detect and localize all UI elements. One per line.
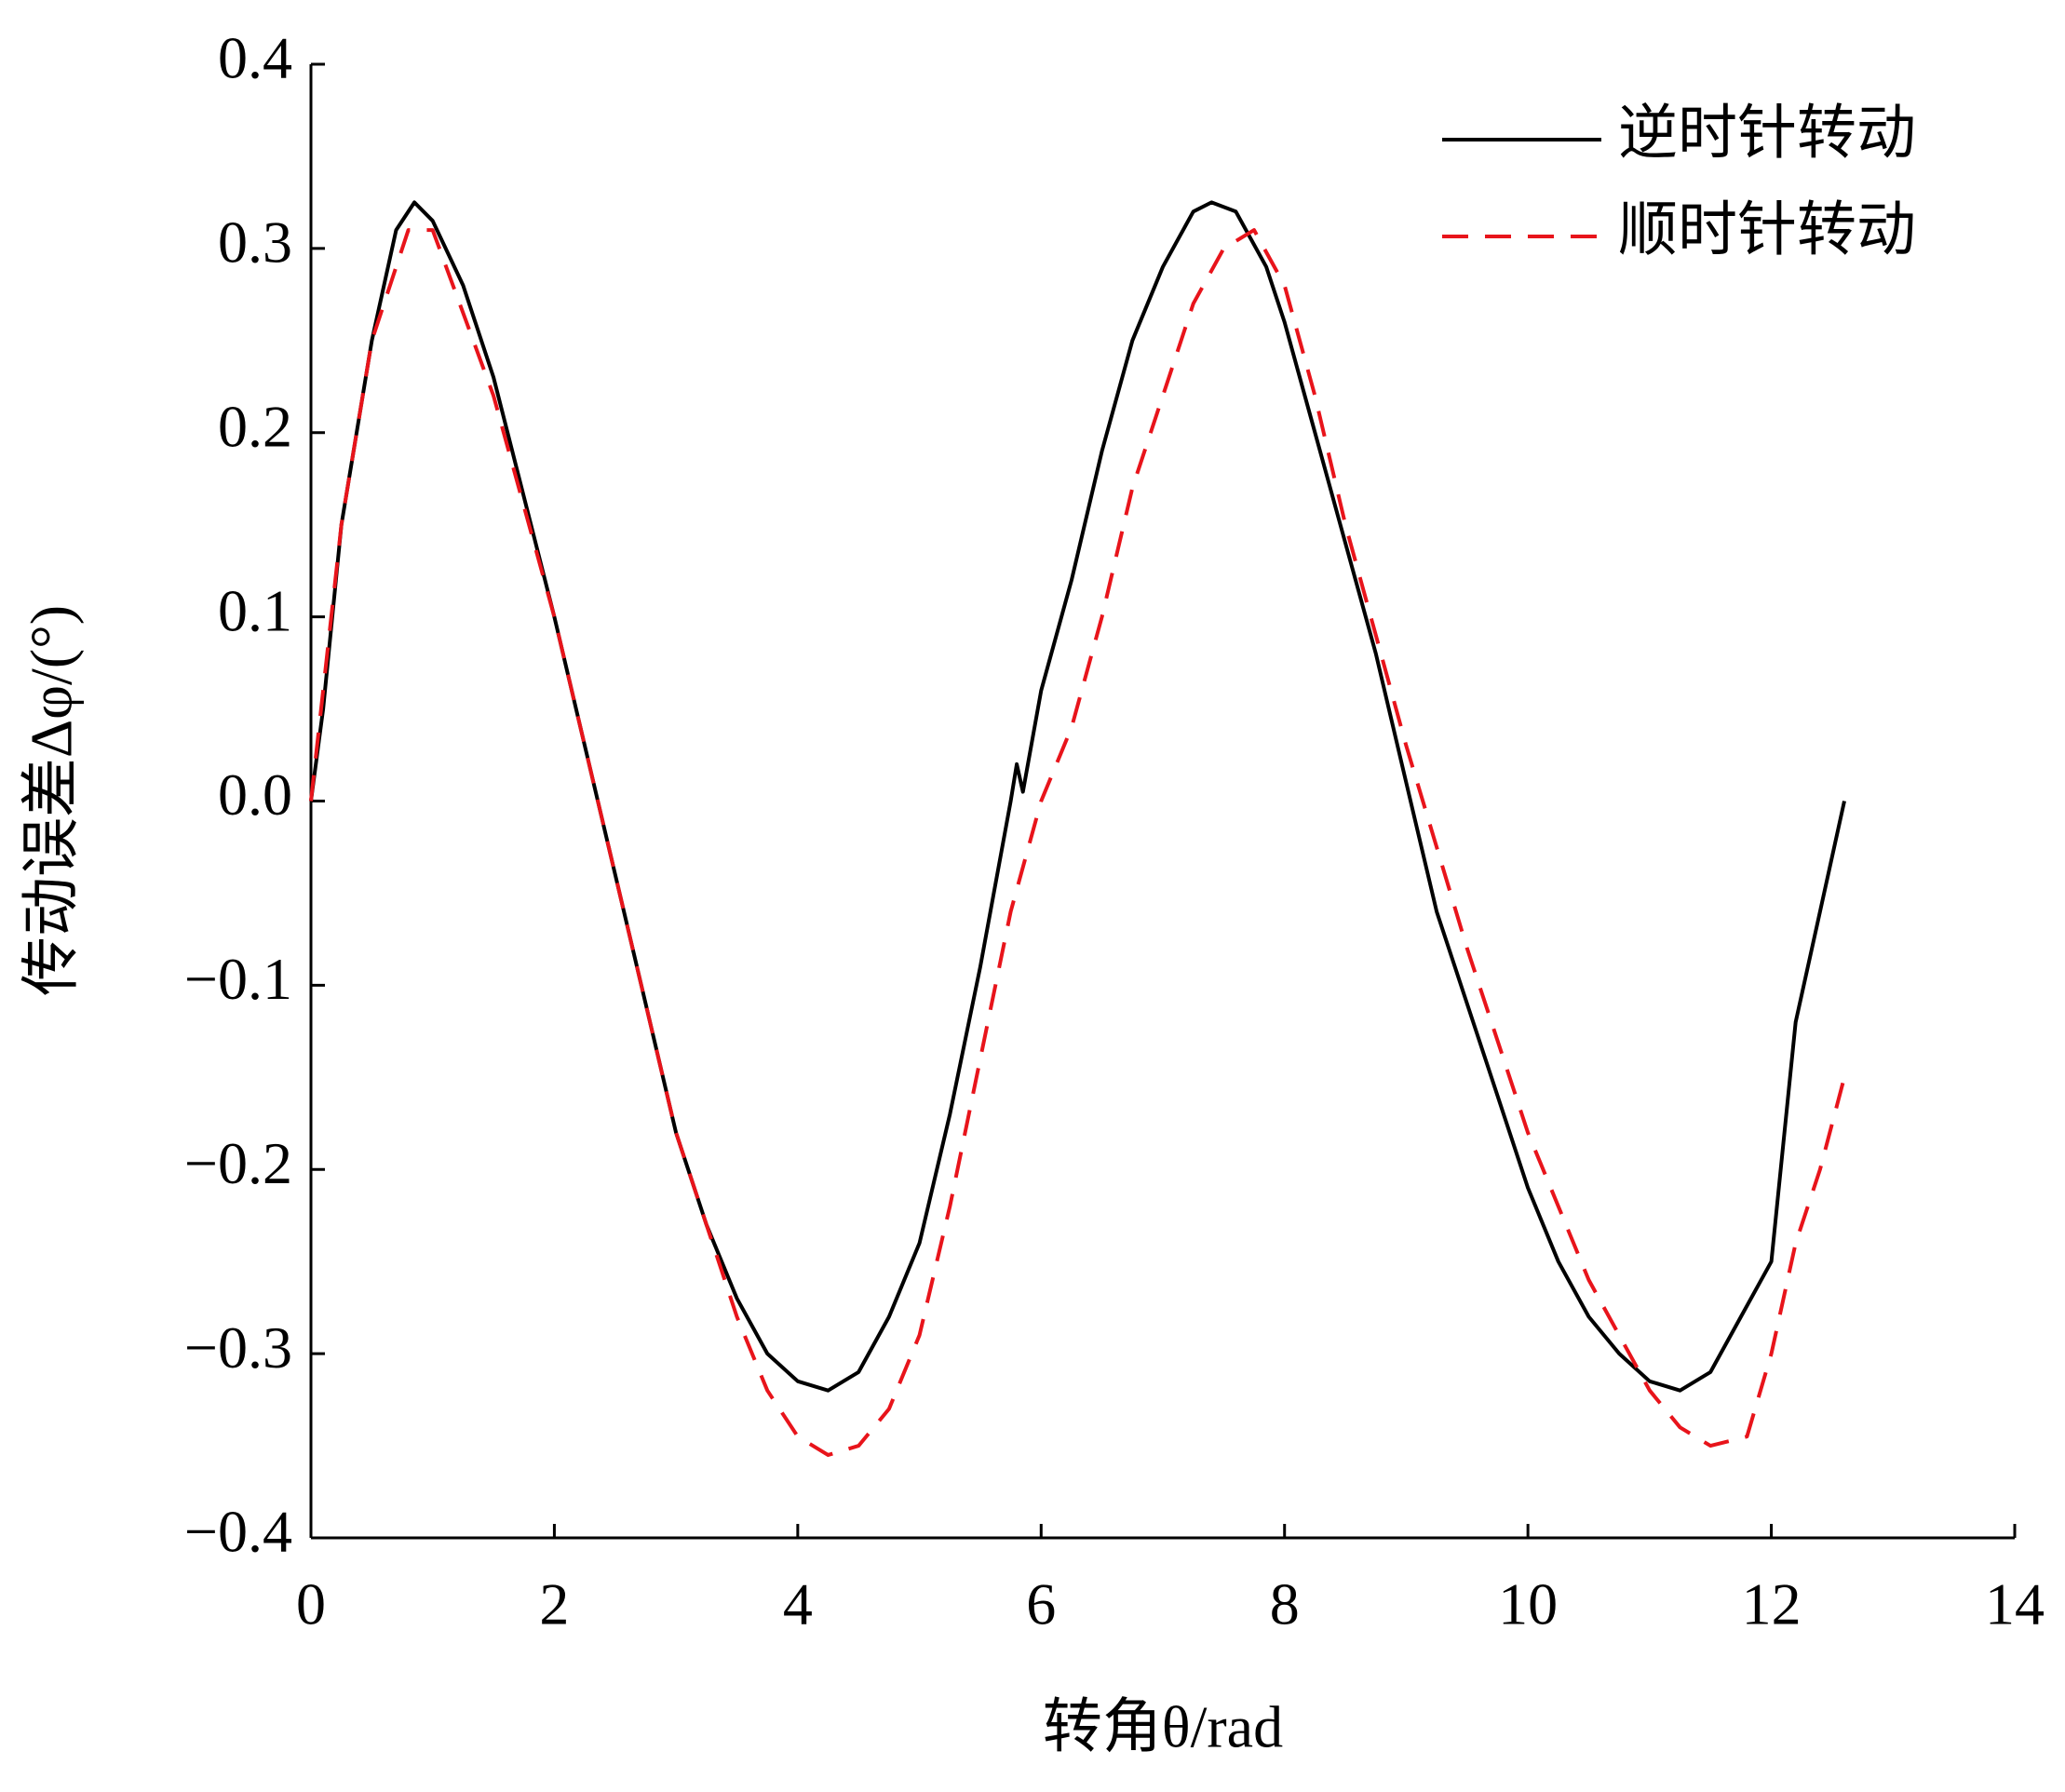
y-tick-label: 0.2 (218, 393, 292, 459)
y-tick-label: 0.1 (218, 577, 292, 643)
x-tick-label: 12 (1742, 1571, 1802, 1637)
y-tick-label: 0.3 (218, 209, 292, 276)
x-tick-label: 14 (1985, 1571, 2045, 1637)
y-tick-label: −0.4 (184, 1499, 292, 1565)
y-tick-label: −0.1 (184, 946, 292, 1012)
x-tick-label: 2 (539, 1571, 569, 1637)
x-tick-label: 10 (1498, 1571, 1558, 1637)
line-series (309, 200, 1846, 1393)
y-axis-label: 传动误差Δφ/(°) (19, 605, 85, 996)
x-axis-label: 转角θ/rad (1043, 1694, 1283, 1760)
x-tick-label: 0 (296, 1571, 326, 1637)
x-tick-label: 4 (783, 1571, 813, 1637)
y-tick-label: −0.2 (184, 1130, 292, 1196)
legend-label: 逆时针转动 (1618, 101, 1916, 167)
y-tick-label: −0.3 (184, 1314, 292, 1381)
x-tick-label: 6 (1026, 1571, 1056, 1637)
legend-label: 顺时针转动 (1618, 197, 1916, 263)
y-tick-label: 0.0 (218, 761, 292, 828)
y-tick-label: 0.4 (218, 25, 292, 91)
line-series (309, 228, 1846, 1457)
x-tick-label: 8 (1270, 1571, 1300, 1637)
